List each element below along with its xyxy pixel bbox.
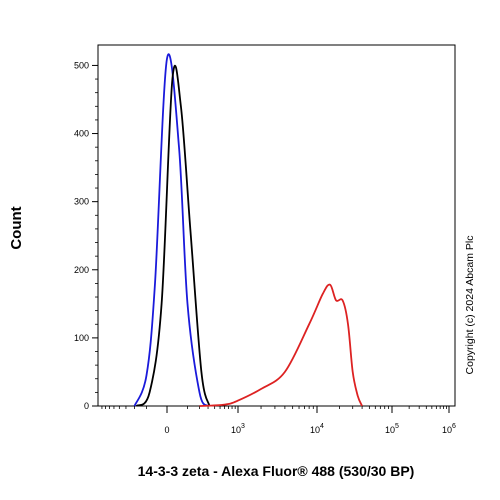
plot-frame <box>97 44 456 407</box>
y-tick-label: 0 <box>84 401 89 411</box>
y-tick-label: 300 <box>74 197 89 207</box>
x-tick-exponent: 4 <box>320 423 324 430</box>
x-tick-label: 104 <box>310 423 324 435</box>
x-tick-label: 106 <box>442 423 456 435</box>
x-axis-label: 14-3-3 zeta - Alexa Fluor® 488 (530/30 B… <box>138 463 415 479</box>
y-tick-label: 200 <box>74 265 89 275</box>
x-tick-label: 0 <box>164 425 169 435</box>
black-histogram-curve <box>135 64 211 407</box>
blue-histogram-curve <box>133 53 209 407</box>
y-tick-label: 500 <box>74 60 89 70</box>
x-tick-label: 103 <box>231 423 245 435</box>
copyright-watermark: Copyright (c) 2024 Abcam Plc <box>464 236 476 375</box>
x-tick-label: 105 <box>385 423 399 435</box>
y-tick-label: 100 <box>74 333 89 343</box>
x-tick-exponent: 6 <box>452 423 456 430</box>
y-tick-label: 400 <box>74 129 89 139</box>
x-tick-exponent: 5 <box>395 423 399 430</box>
plot-area: 0 100 200 300 400 500 0 103 104 105 106 <box>74 44 456 435</box>
red-histogram-curve <box>199 283 363 407</box>
y-axis-label: Count <box>8 206 25 249</box>
x-tick-exponent: 3 <box>241 423 245 430</box>
